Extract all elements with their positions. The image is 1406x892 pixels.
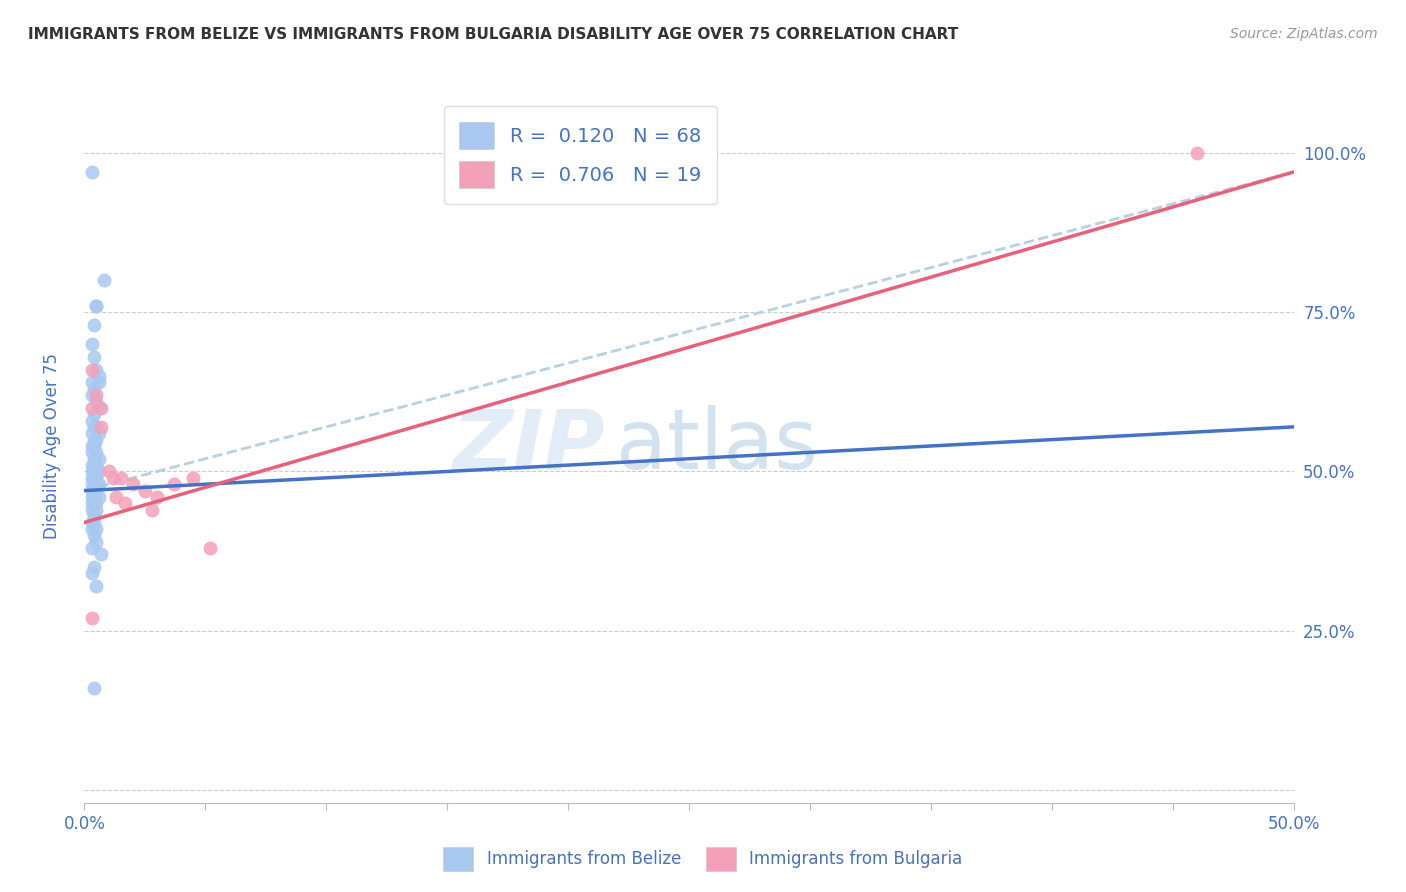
Point [181,471,204,485]
Point [80,522,103,536]
Point [80,483,103,498]
Point [86,433,108,447]
Point [83,509,105,524]
Point [83,560,105,574]
Point [80,566,103,581]
Point [134,483,156,498]
Point [86,477,108,491]
Point [90,547,112,561]
Point [80,611,103,625]
Point [86,458,108,472]
Point [87,376,110,390]
Point [83,496,105,510]
Point [86,420,108,434]
Point [83,681,105,695]
Point [83,465,105,479]
Point [80,337,103,351]
Point [90,420,112,434]
Point [80,401,103,415]
Point [83,483,105,498]
Point [86,362,108,376]
Point [83,458,105,472]
Point [90,401,112,415]
Text: Source: ZipAtlas.com: Source: ZipAtlas.com [1230,27,1378,41]
Point [86,445,108,459]
Point [163,477,186,491]
Point [80,502,103,516]
Point [83,433,105,447]
Point [86,471,108,485]
Point [198,541,221,555]
Point [114,496,136,510]
Point [80,165,103,179]
Y-axis label: Disability Age Over 75: Disability Age Over 75 [42,353,60,539]
Point [87,465,110,479]
Point [80,490,103,504]
Text: atlas: atlas [616,406,818,486]
Point [83,350,105,364]
Point [83,318,105,332]
Point [83,407,105,421]
Point [87,426,110,441]
Point [80,458,103,472]
Point [110,471,132,485]
Point [83,516,105,530]
Point [83,382,105,396]
Text: IMMIGRANTS FROM BELIZE VS IMMIGRANTS FROM BULGARIA DISABILITY AGE OVER 75 CORREL: IMMIGRANTS FROM BELIZE VS IMMIGRANTS FRO… [28,27,959,42]
Point [97,465,120,479]
Point [86,299,108,313]
Point [83,420,105,434]
Point [80,496,103,510]
Point [80,388,103,402]
Legend: Immigrants from Belize, Immigrants from Bulgaria: Immigrants from Belize, Immigrants from … [434,839,972,880]
Point [83,490,105,504]
Point [93,273,115,287]
Point [86,394,108,409]
Point [80,516,103,530]
Point [141,502,163,516]
Point [86,465,108,479]
Point [80,541,103,555]
Point [80,413,103,427]
Point [86,534,108,549]
Point [86,502,108,516]
Point [86,483,108,498]
Point [80,445,103,459]
Point [103,471,125,485]
Point [1185,145,1208,160]
Point [80,465,103,479]
Point [87,401,110,415]
Point [83,471,105,485]
Point [87,451,110,466]
Point [87,477,110,491]
Text: ZIP: ZIP [451,406,605,486]
Point [80,362,103,376]
Point [86,299,108,313]
Point [83,439,105,453]
Legend: R =  0.120   N = 68, R =  0.706   N = 19: R = 0.120 N = 68, R = 0.706 N = 19 [444,106,717,204]
Point [83,471,105,485]
Point [80,439,103,453]
Point [146,490,169,504]
Point [83,490,105,504]
Point [121,477,143,491]
Point [80,477,103,491]
Point [86,579,108,593]
Point [80,426,103,441]
Point [86,522,108,536]
Point [104,490,127,504]
Point [87,490,110,504]
Point [87,368,110,383]
Point [86,496,108,510]
Point [80,376,103,390]
Point [86,388,108,402]
Point [80,471,103,485]
Point [83,451,105,466]
Point [83,528,105,542]
